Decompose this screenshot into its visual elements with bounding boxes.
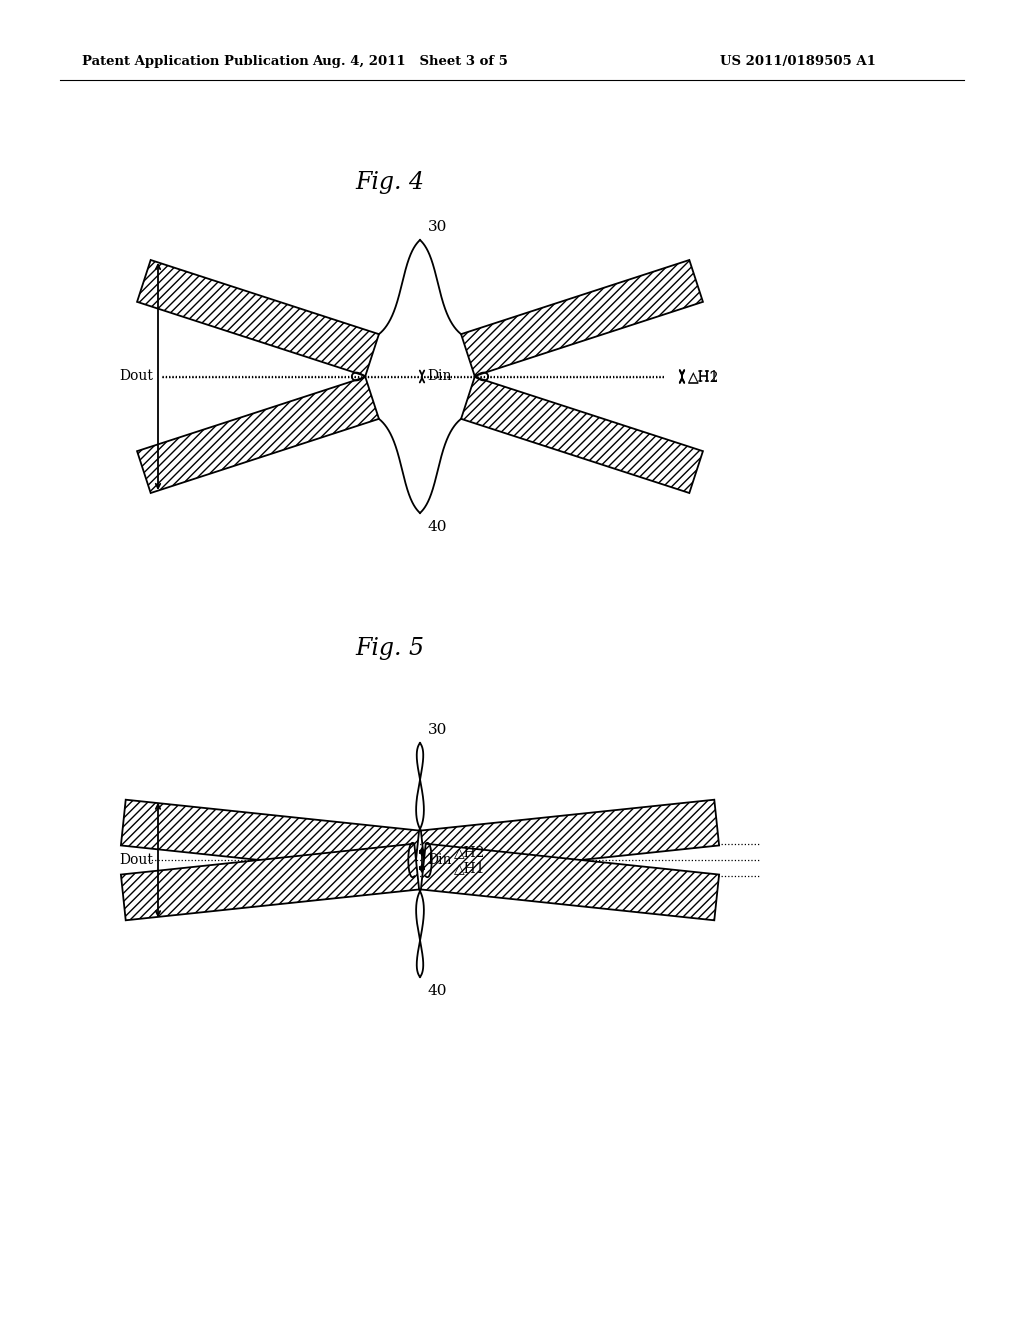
Text: US 2011/0189505 A1: US 2011/0189505 A1 <box>720 55 876 69</box>
Text: Dout: Dout <box>119 853 153 867</box>
Polygon shape <box>461 378 702 492</box>
Text: 30: 30 <box>428 723 447 737</box>
Text: △H2: △H2 <box>688 370 720 384</box>
Polygon shape <box>137 260 379 376</box>
Text: 40: 40 <box>428 520 447 535</box>
Polygon shape <box>137 378 379 492</box>
Polygon shape <box>421 800 719 876</box>
Text: △H1: △H1 <box>454 861 485 875</box>
Text: Dout: Dout <box>119 370 153 384</box>
Text: 40: 40 <box>428 983 447 998</box>
Text: Din: Din <box>427 853 452 867</box>
Polygon shape <box>461 260 702 376</box>
Text: Din: Din <box>427 370 452 384</box>
Text: 30: 30 <box>428 220 447 234</box>
Text: Fig. 5: Fig. 5 <box>355 636 425 660</box>
Text: △H2: △H2 <box>454 845 485 859</box>
Text: Patent Application Publication: Patent Application Publication <box>82 55 309 69</box>
Text: △H1: △H1 <box>688 370 720 383</box>
Polygon shape <box>121 843 419 920</box>
Text: Aug. 4, 2011   Sheet 3 of 5: Aug. 4, 2011 Sheet 3 of 5 <box>312 55 508 69</box>
Text: Fig. 4: Fig. 4 <box>355 172 425 194</box>
Polygon shape <box>121 800 419 876</box>
Polygon shape <box>421 843 719 920</box>
